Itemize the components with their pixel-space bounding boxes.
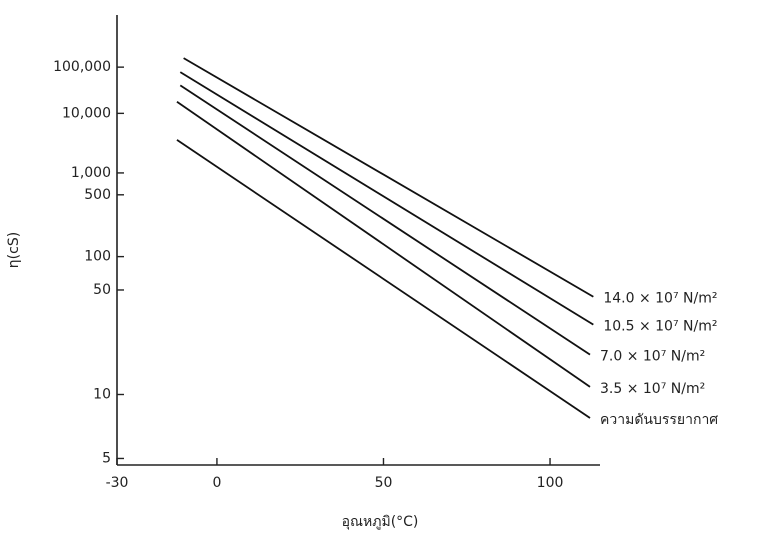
series-label: ความดันบรรยากาศ — [600, 412, 718, 428]
y-axis-title: η(cS) — [6, 232, 22, 268]
x-tick-label: 100 — [537, 475, 564, 491]
y-tick-label: 10,000 — [62, 105, 111, 121]
series-label: 14.0 × 10⁷ N/m² — [603, 291, 717, 307]
y-tick-label: 5 — [102, 450, 111, 466]
x-tick-label: -30 — [106, 475, 129, 491]
series-line — [180, 72, 593, 324]
series-label: 3.5 × 10⁷ N/m² — [600, 381, 705, 397]
series-line — [177, 102, 590, 387]
y-tick-label: 1,000 — [71, 165, 111, 181]
x-tick-label: 0 — [212, 475, 221, 491]
x-tick-label: 50 — [375, 475, 393, 491]
y-tick-label: 100,000 — [53, 59, 111, 75]
y-tick-label: 10 — [93, 386, 111, 402]
series-line — [177, 140, 590, 418]
series-line — [180, 85, 590, 354]
series-label: 10.5 × 10⁷ N/m² — [603, 319, 717, 335]
series-line — [184, 58, 594, 297]
x-axis-title: อุณหภูมิ(°C) — [342, 514, 419, 530]
chart: η(cS) อุณหภูมิ(°C) 510501005001,00010,00… — [0, 0, 780, 536]
y-tick-label: 500 — [84, 187, 111, 203]
y-tick-label: 100 — [84, 249, 111, 265]
page: {"chart_data": {"type": "line", "y_label… — [0, 0, 780, 536]
series-label: 7.0 × 10⁷ N/m² — [600, 349, 705, 365]
y-tick-label: 50 — [93, 282, 111, 298]
